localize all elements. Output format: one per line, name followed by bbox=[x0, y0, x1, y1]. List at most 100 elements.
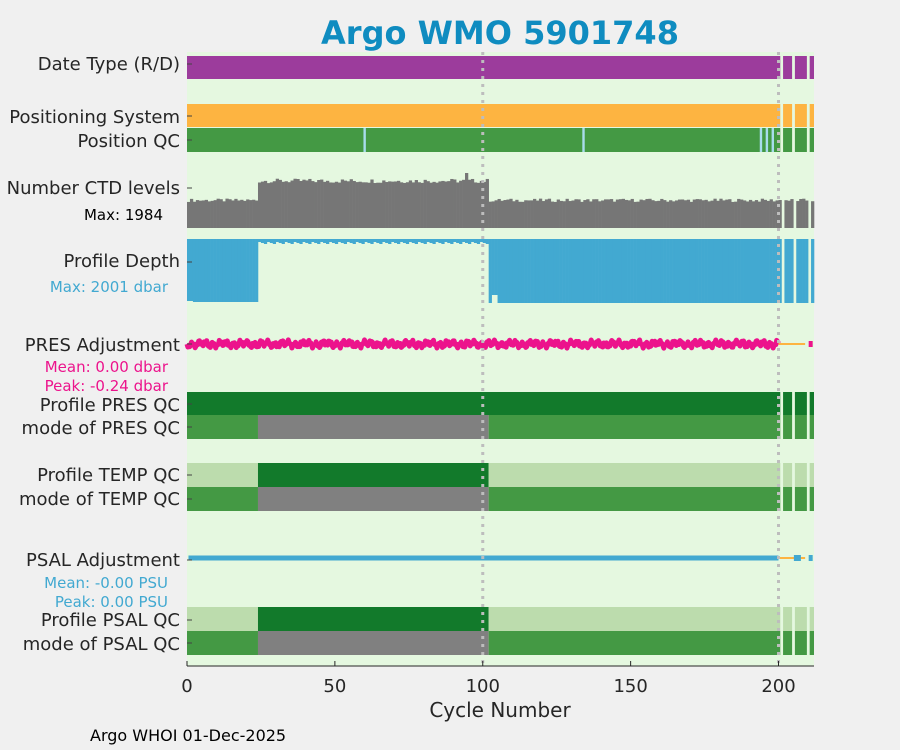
depth-bar bbox=[491, 239, 495, 295]
depth-bar bbox=[784, 239, 788, 303]
ctd-bar bbox=[379, 182, 383, 228]
mode-pres-qc-gap-2 bbox=[806, 415, 810, 439]
depth-bar bbox=[263, 239, 268, 244]
profile-pres-qc-gap-2 bbox=[806, 392, 810, 415]
depth-bar bbox=[358, 239, 362, 243]
depth-bar bbox=[598, 239, 602, 303]
mode-temp-qc-label: mode of TEMP QC bbox=[19, 489, 180, 510]
ctd-bar bbox=[604, 199, 608, 228]
ctd-bar bbox=[565, 198, 569, 228]
ctd-bar bbox=[751, 201, 756, 228]
ctd-bar bbox=[260, 181, 265, 228]
date-type-gap-0 bbox=[780, 56, 784, 79]
ctd-bar bbox=[589, 201, 593, 228]
depth-bar bbox=[284, 239, 288, 242]
ctd-bar bbox=[343, 180, 348, 228]
depth-bar bbox=[429, 239, 433, 243]
depth-bar bbox=[624, 239, 628, 303]
depth-bar bbox=[707, 239, 711, 303]
profile-pres-qc-gap-1 bbox=[792, 392, 795, 415]
depth-bar bbox=[287, 239, 291, 243]
ctd-bar bbox=[470, 178, 475, 228]
ctd-bar bbox=[201, 200, 206, 228]
depth-bar bbox=[426, 239, 430, 242]
depth-bar bbox=[615, 239, 620, 303]
ctd-bar bbox=[636, 201, 640, 228]
depth-bar bbox=[728, 239, 732, 303]
ctd-bar bbox=[246, 199, 250, 228]
ctd-bar bbox=[219, 199, 223, 228]
ctd-bar bbox=[361, 182, 365, 228]
ctd-bar bbox=[320, 179, 324, 228]
position-qc-mark-4 bbox=[771, 128, 774, 152]
depth-bar bbox=[441, 239, 445, 244]
depth-bar bbox=[260, 239, 265, 243]
ctd-bar bbox=[618, 199, 623, 228]
ctd-bar bbox=[326, 180, 330, 228]
ctd-bar bbox=[748, 199, 753, 228]
ctd-bar bbox=[562, 201, 566, 228]
ctd-bar bbox=[695, 199, 699, 228]
ctd-bar bbox=[500, 200, 504, 228]
ctd-bar bbox=[515, 199, 519, 228]
ctd-bar bbox=[494, 200, 498, 228]
ctd-bar bbox=[257, 182, 262, 228]
ctd-bar bbox=[754, 200, 759, 228]
depth-bar bbox=[219, 239, 223, 302]
depth-bar bbox=[663, 239, 667, 303]
ctd-bar bbox=[367, 182, 371, 228]
depth-bar bbox=[541, 239, 546, 303]
ctd-bar bbox=[503, 200, 507, 228]
depth-bar bbox=[385, 239, 389, 243]
ctd-bar bbox=[538, 198, 543, 228]
ctd-bar bbox=[677, 199, 682, 228]
depth-bar bbox=[296, 239, 300, 243]
depth-bar bbox=[580, 239, 584, 303]
ctd-bar bbox=[757, 201, 762, 228]
ctd-bar bbox=[497, 198, 501, 228]
depth-bar bbox=[240, 239, 244, 302]
depth-bar bbox=[680, 239, 685, 303]
depth-bar bbox=[719, 239, 723, 303]
positioning-gap-1 bbox=[792, 104, 795, 127]
mode-pres-qc-label: mode of PRES QC bbox=[22, 418, 180, 439]
ctd-bar bbox=[672, 201, 676, 228]
depth-bar bbox=[189, 239, 194, 301]
depth-bar bbox=[370, 239, 374, 244]
depth-bar bbox=[559, 239, 563, 303]
depth-bar bbox=[340, 239, 345, 243]
ctd-bar bbox=[518, 201, 522, 228]
profile-psal-qc-label: Profile PSAL QC bbox=[41, 610, 180, 631]
ctd-bar bbox=[725, 199, 729, 228]
mode_psal_qc-segment-2 bbox=[488, 631, 814, 655]
ctd-bar bbox=[734, 201, 738, 228]
ctd-bar bbox=[305, 180, 309, 228]
ctd-bar bbox=[491, 201, 495, 228]
depth-bar bbox=[689, 239, 694, 303]
depth-bar bbox=[305, 239, 309, 243]
depth-bar bbox=[574, 239, 578, 303]
ctd-bar bbox=[269, 182, 274, 228]
ctd-bar bbox=[459, 180, 463, 228]
profile_temp_qc-segment-2 bbox=[488, 463, 814, 487]
ctd-bar bbox=[547, 198, 552, 228]
ctd-bar bbox=[707, 201, 711, 228]
ctd-bar bbox=[447, 181, 451, 228]
depth-bar bbox=[243, 239, 247, 302]
depth-bar bbox=[639, 239, 643, 303]
ctd-bar bbox=[450, 178, 454, 228]
ctd-bar bbox=[586, 199, 590, 228]
depth-bar bbox=[331, 239, 336, 243]
depth-bar bbox=[547, 239, 552, 303]
depth-bar bbox=[411, 239, 416, 243]
depth-bar bbox=[556, 239, 560, 303]
depth-bar bbox=[737, 239, 741, 303]
depth-bar bbox=[533, 239, 537, 303]
ctd-bar bbox=[435, 182, 439, 228]
ctd-bar bbox=[530, 200, 534, 228]
ctd-bar bbox=[287, 182, 291, 228]
depth-bar bbox=[503, 239, 507, 303]
ctd-bar bbox=[802, 198, 806, 228]
depth-bar bbox=[476, 239, 481, 244]
x-axis-label: Cycle Number bbox=[429, 698, 571, 722]
